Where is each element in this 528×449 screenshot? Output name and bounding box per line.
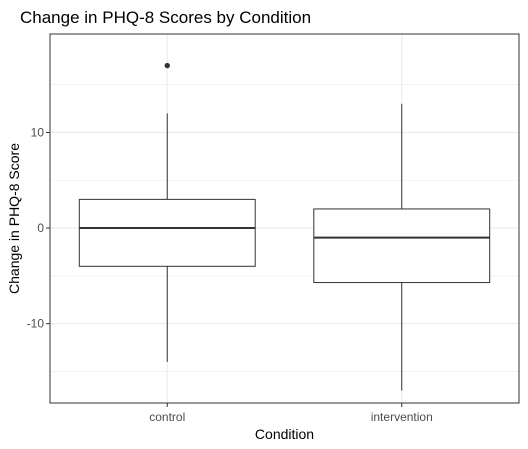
y-tick-label: -10 [27, 317, 45, 331]
x-axis-title: Condition [255, 426, 314, 442]
chart-title: Change in PHQ-8 Scores by Condition [20, 8, 311, 27]
panel-border [49, 33, 520, 404]
outlier-point [164, 62, 170, 69]
box-control [78, 62, 256, 362]
x-tick-label: intervention [371, 410, 433, 424]
box-body [313, 208, 491, 284]
y-tick-label: 0 [37, 221, 44, 235]
axis-layer: -10 0 10 control intervention [27, 125, 433, 424]
y-tick-label: 10 [31, 125, 45, 139]
box-layer [78, 62, 491, 391]
box-body [78, 198, 256, 267]
x-tick-label: control [149, 410, 185, 424]
box-intervention [313, 103, 491, 391]
y-axis-title: Change in PHQ-8 Score [6, 143, 22, 294]
